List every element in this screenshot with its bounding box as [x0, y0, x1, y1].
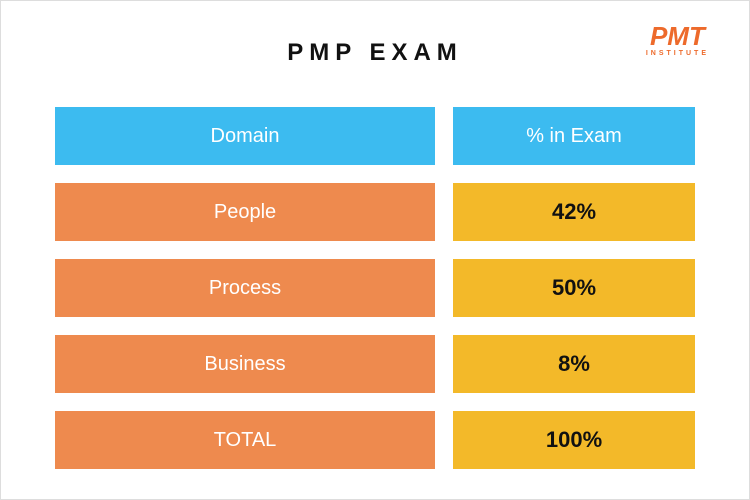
page-title: PMP EXAM: [1, 1, 749, 67]
domain-cell: Process: [55, 259, 435, 317]
header-pct: % in Exam: [453, 107, 695, 165]
pct-cell: 100%: [453, 411, 695, 469]
logo-sub-text: INSTITUTE: [646, 50, 709, 57]
pct-cell: 50%: [453, 259, 695, 317]
domain-cell: People: [55, 183, 435, 241]
pmt-logo: PMT INSTITUTE: [646, 23, 709, 57]
logo-main-text: PMT: [646, 23, 709, 49]
exam-table: Domain % in Exam People 42% Process 50% …: [55, 107, 695, 469]
pct-cell: 42%: [453, 183, 695, 241]
domain-cell: TOTAL: [55, 411, 435, 469]
header-domain: Domain: [55, 107, 435, 165]
table-row: People 42%: [55, 183, 695, 241]
table-row: Process 50%: [55, 259, 695, 317]
domain-cell: Business: [55, 335, 435, 393]
table-row: TOTAL 100%: [55, 411, 695, 469]
table-row: Business 8%: [55, 335, 695, 393]
table-header-row: Domain % in Exam: [55, 107, 695, 165]
pct-cell: 8%: [453, 335, 695, 393]
